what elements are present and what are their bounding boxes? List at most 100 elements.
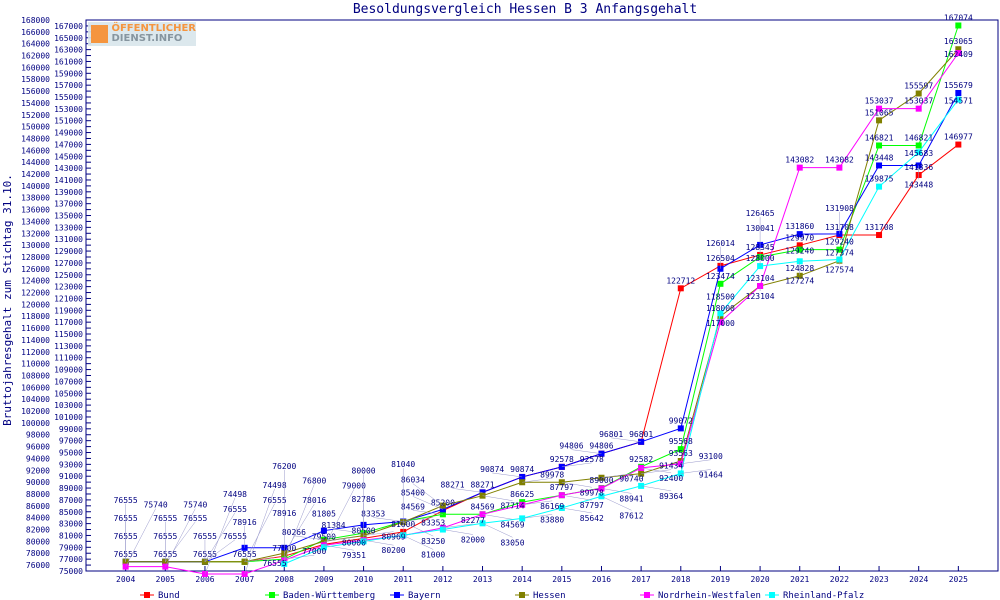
- y-tick-label: 81000: [59, 531, 83, 540]
- label-leader: [641, 469, 672, 474]
- legend-label: Bayern: [408, 591, 441, 600]
- data-label: 87797: [580, 501, 604, 510]
- label-leader: [403, 517, 434, 522]
- data-label: 86034: [401, 476, 425, 485]
- label-leader: [412, 496, 443, 510]
- data-label: 80000: [352, 466, 376, 475]
- y-tick-label: 93000: [59, 460, 83, 469]
- label-leader: [244, 503, 275, 562]
- logo-line2: DIENST.INFO: [111, 33, 183, 44]
- data-label: 92578: [580, 455, 604, 464]
- label-leader: [363, 531, 394, 536]
- data-label: 80969: [382, 533, 406, 542]
- label-leader: [363, 539, 394, 546]
- y-tick-label: 96000: [26, 443, 50, 452]
- series-line: [125, 25, 959, 563]
- y-tick-label: 143000: [54, 164, 83, 173]
- x-tick-label: 2021: [790, 575, 809, 584]
- y-tick-label: 130000: [21, 241, 50, 250]
- y-tick-label: 117000: [54, 318, 83, 327]
- data-label: 79500: [312, 532, 336, 541]
- data-label: 75740: [183, 501, 207, 510]
- data-label: 146821: [865, 133, 894, 142]
- y-tick-label: 90000: [26, 478, 50, 487]
- data-label: 93563: [669, 449, 693, 458]
- label-leader: [571, 449, 602, 454]
- y-tick-label: 156000: [21, 87, 50, 96]
- y-tick-label: 148000: [21, 134, 50, 143]
- y-tick-label: 163000: [54, 46, 83, 55]
- y-tick-label: 165000: [54, 34, 83, 43]
- data-label: 95568: [669, 437, 693, 446]
- data-label: 118500: [706, 292, 735, 301]
- data-label: 94806: [589, 442, 613, 451]
- data-label: 155597: [904, 81, 933, 90]
- x-tick-label: 2024: [909, 575, 928, 584]
- y-tick-label: 120000: [21, 300, 50, 309]
- data-label: 129970: [785, 233, 814, 242]
- data-label: 123104: [746, 274, 775, 283]
- y-tick-label: 109000: [54, 366, 83, 375]
- y-tick-label: 86000: [26, 502, 50, 511]
- logo-line1: ÖFFENTLICHER: [111, 23, 196, 34]
- plot-frame: [85, 19, 999, 572]
- y-tick-label: 153000: [54, 105, 83, 114]
- data-point: [955, 46, 962, 53]
- y-tick-label: 92000: [26, 466, 50, 475]
- data-label: 87612: [619, 511, 643, 520]
- x-tick-label: 2016: [592, 575, 611, 584]
- data-label: 76555: [223, 505, 247, 514]
- y-tick-label: 141000: [54, 176, 83, 185]
- data-label: 146821: [904, 133, 933, 142]
- data-label: 163065: [944, 37, 973, 46]
- data-label: 127274: [785, 276, 814, 285]
- x-tick-label: 2020: [750, 575, 769, 584]
- data-label: 89000: [589, 476, 613, 485]
- label-leader: [561, 507, 592, 514]
- data-label: 76555: [114, 496, 138, 505]
- data-label: 74498: [223, 490, 247, 499]
- data-label: 145683: [904, 149, 933, 158]
- data-label: 118000: [706, 304, 735, 313]
- legend-marker: [394, 592, 400, 598]
- data-point: [955, 22, 962, 29]
- data-label: 129240: [785, 247, 814, 256]
- data-label: 77000: [302, 547, 326, 556]
- label-leader: [561, 494, 592, 501]
- y-tick-label: 149000: [54, 129, 83, 138]
- label-leader: [601, 473, 632, 478]
- data-label: 79000: [342, 481, 366, 490]
- label-leader: [442, 529, 473, 535]
- y-tick-label: 132000: [21, 229, 50, 238]
- y-tick-label: 79000: [59, 543, 83, 552]
- data-label: 86625: [510, 490, 534, 499]
- x-tick-label: 2019: [711, 575, 730, 584]
- y-tick-label: 77000: [59, 555, 83, 564]
- data-label: 87714: [500, 502, 524, 511]
- x-tick-label: 2006: [195, 575, 214, 584]
- y-tick-label: 124000: [21, 277, 50, 286]
- data-point: [876, 142, 883, 149]
- label-leader: [522, 478, 553, 483]
- data-point: [717, 310, 724, 317]
- y-tick-label: 119000: [54, 306, 83, 315]
- chart-title: Besoldungsvergleich Hessen B 3 Anfangsge…: [353, 2, 697, 17]
- y-tick-label: 136000: [21, 206, 50, 215]
- x-tick-label: 2007: [235, 575, 254, 584]
- data-label: 139875: [865, 175, 894, 184]
- label-leader: [442, 523, 473, 529]
- data-label: 92400: [659, 474, 683, 483]
- data-label: 76555: [263, 559, 287, 568]
- data-label: 122712: [666, 276, 695, 285]
- y-tick-label: 135000: [54, 212, 83, 221]
- label-leader: [452, 488, 483, 493]
- data-label: 81384: [322, 521, 346, 530]
- data-label: 86169: [540, 502, 564, 511]
- y-tick-label: 140000: [21, 182, 50, 191]
- label-leader: [284, 504, 315, 554]
- data-label: 83250: [421, 537, 445, 546]
- y-tick-label: 128000: [21, 253, 50, 262]
- y-tick-label: 87000: [59, 496, 83, 505]
- data-point: [677, 446, 684, 453]
